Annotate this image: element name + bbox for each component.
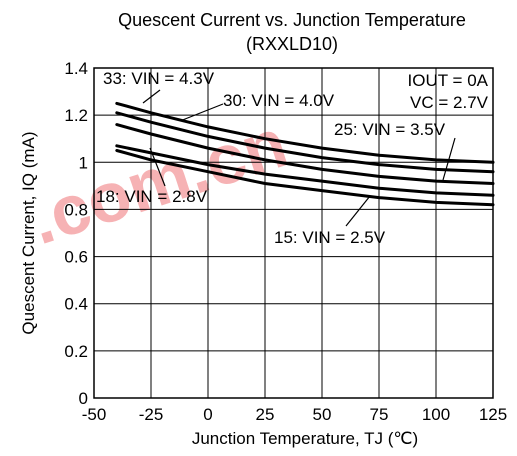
x-tick-label: -25 xyxy=(139,405,164,424)
x-tick-label: -50 xyxy=(82,405,107,424)
y-tick-label: 1 xyxy=(79,153,88,172)
condition-vc: VC = 2.7V xyxy=(410,93,489,112)
plot-frame xyxy=(93,67,494,399)
leader-15 xyxy=(345,195,371,227)
series-label-15: 15: VIN = 2.5V xyxy=(274,228,386,247)
series-label-18: 18: VIN = 2.8V xyxy=(96,187,208,206)
y-tick-label: 0.2 xyxy=(64,342,88,361)
leader-33 xyxy=(142,89,161,104)
series-line-4 xyxy=(115,149,495,207)
y-tick-label: 0.6 xyxy=(64,248,88,267)
series-line-0 xyxy=(115,101,495,164)
condition-iout: IOUT = 0A xyxy=(408,71,489,90)
chart-subtitle: (RXXLD10) xyxy=(246,34,338,54)
chart-title: Quescent Current vs. Junction Temperatur… xyxy=(118,10,466,30)
series-label-25: 25: VIN = 3.5V xyxy=(334,120,446,139)
y-tick-label: 1.4 xyxy=(64,59,88,78)
y-tick-labels: 0 0.2 0.4 0.6 0.8 1 1.2 1.4 xyxy=(64,59,88,408)
x-axis-label: Junction Temperature, TJ (℃) xyxy=(192,429,418,448)
y-tick-label: 0 xyxy=(79,389,88,408)
x-tick-label: 50 xyxy=(313,405,332,424)
x-tick-label: 100 xyxy=(422,405,450,424)
series-line-1 xyxy=(115,111,495,174)
x-tick-label: 125 xyxy=(479,405,507,424)
series-label-30: 30: VIN = 4.0V xyxy=(223,91,335,110)
series-lines xyxy=(115,101,495,207)
y-tick-label: 0.8 xyxy=(64,200,88,219)
grid xyxy=(94,68,493,398)
x-tick-label: 75 xyxy=(370,405,389,424)
x-tick-labels: -50 -25 0 25 50 75 100 125 xyxy=(82,405,507,424)
y-tick-label: 1.2 xyxy=(64,106,88,125)
y-axis-label: Quescent Current, IQ (mA) xyxy=(19,131,38,334)
series-line-2 xyxy=(115,123,495,185)
leader-30 xyxy=(179,103,224,122)
leader-18 xyxy=(149,147,166,187)
x-tick-label: 0 xyxy=(203,405,212,424)
x-tick-label: 25 xyxy=(256,405,275,424)
series-label-33: 33: VIN = 4.3V xyxy=(103,69,215,88)
leader-25 xyxy=(442,137,456,181)
series-line-3 xyxy=(115,144,495,197)
y-tick-label: 0.4 xyxy=(64,295,88,314)
